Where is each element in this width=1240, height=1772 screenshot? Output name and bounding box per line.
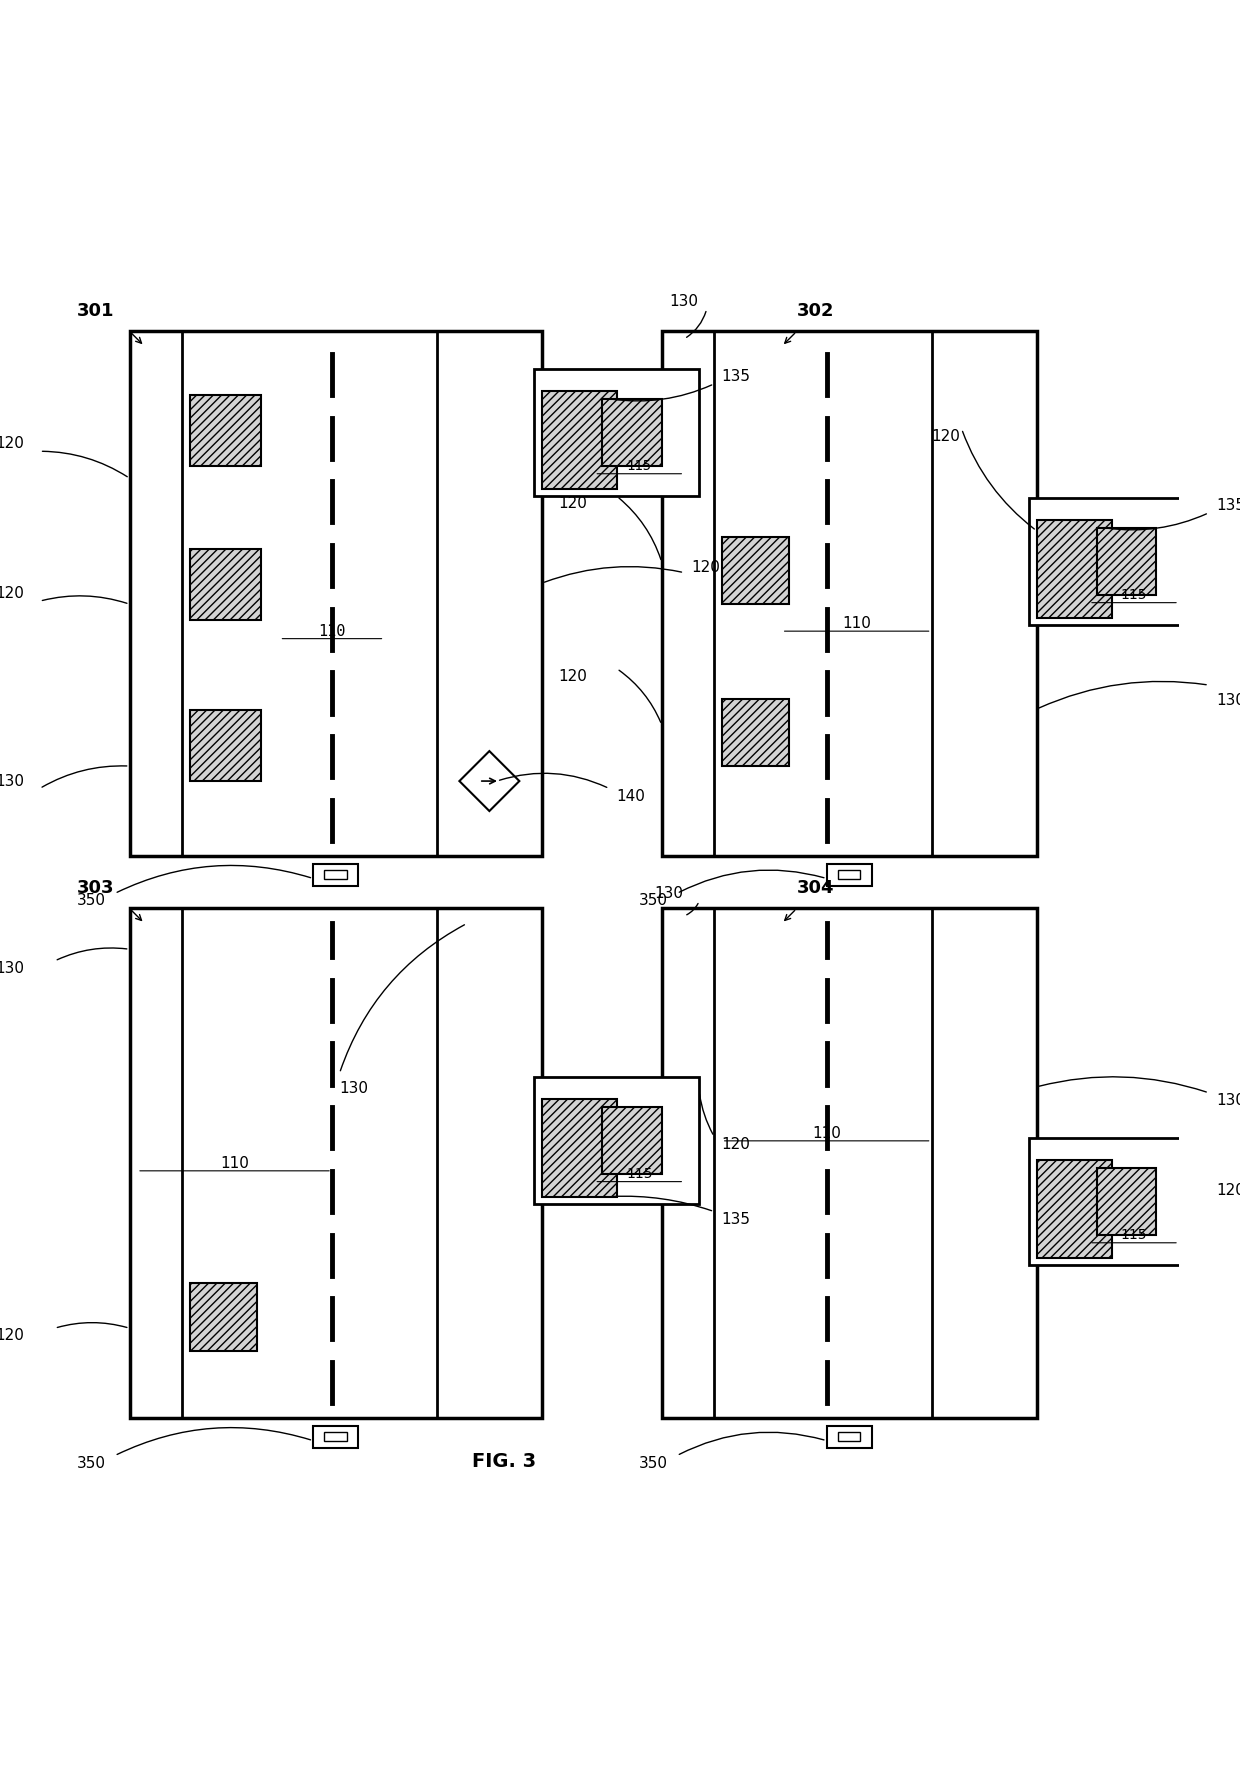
Bar [1029, 1138, 1194, 1265]
Bar [1029, 498, 1194, 626]
Text: 120: 120 [0, 587, 25, 601]
Bar [827, 1426, 872, 1448]
Text: 130: 130 [340, 1081, 368, 1095]
Bar [325, 1432, 347, 1441]
Bar [542, 392, 616, 489]
Bar [1096, 1168, 1157, 1235]
Text: 130: 130 [655, 886, 683, 900]
Text: 140: 140 [616, 789, 646, 803]
Text: 303: 303 [77, 879, 114, 897]
Text: 304: 304 [796, 879, 835, 897]
Bar [190, 549, 260, 620]
Bar [534, 1077, 699, 1205]
Bar [542, 1099, 616, 1196]
Bar [722, 698, 789, 766]
Text: 130: 130 [0, 960, 25, 976]
Bar [1096, 528, 1157, 595]
Text: 120: 120 [0, 1329, 25, 1343]
Bar [838, 1432, 861, 1441]
Bar [722, 537, 789, 604]
Bar [662, 331, 1037, 856]
Text: 115: 115 [626, 1168, 652, 1182]
Text: 350: 350 [77, 893, 107, 909]
Text: 135: 135 [722, 1212, 750, 1226]
Text: FIG. 3: FIG. 3 [472, 1451, 537, 1471]
Text: 110: 110 [812, 1125, 841, 1141]
Text: 135: 135 [1216, 498, 1240, 512]
Text: 110: 110 [842, 617, 870, 631]
Bar [130, 909, 542, 1418]
Text: 115: 115 [626, 459, 652, 473]
Text: 350: 350 [640, 1455, 668, 1471]
Text: 135: 135 [722, 369, 750, 385]
Polygon shape [459, 751, 520, 812]
Bar [190, 1283, 257, 1350]
Bar [190, 395, 260, 466]
Bar [1037, 1161, 1111, 1258]
Text: 120: 120 [558, 668, 587, 684]
Text: 130: 130 [0, 774, 25, 789]
Text: 302: 302 [796, 303, 835, 321]
Text: 350: 350 [640, 893, 668, 909]
Bar [534, 369, 699, 496]
Bar [325, 870, 347, 879]
Text: 110: 110 [219, 1155, 249, 1171]
Bar [601, 399, 662, 466]
Text: 120: 120 [692, 560, 720, 574]
Text: 120: 120 [558, 496, 587, 512]
Bar [838, 870, 861, 879]
Text: 120: 120 [931, 429, 961, 443]
Bar [190, 711, 260, 781]
Text: 350: 350 [77, 1455, 107, 1471]
Bar [314, 1426, 358, 1448]
Bar [1037, 521, 1111, 618]
Text: 110: 110 [319, 624, 346, 638]
Bar [827, 863, 872, 886]
Text: 115: 115 [1121, 588, 1147, 602]
Bar [130, 331, 542, 856]
Bar [314, 863, 358, 886]
Text: 120: 120 [1216, 1184, 1240, 1198]
Text: 115: 115 [1121, 1228, 1147, 1242]
Bar [601, 1108, 662, 1175]
Text: 301: 301 [77, 303, 114, 321]
Text: 130: 130 [1216, 1093, 1240, 1108]
Text: 120: 120 [722, 1136, 750, 1152]
Bar [662, 909, 1037, 1418]
Text: 130: 130 [1216, 693, 1240, 707]
Text: 130: 130 [670, 294, 698, 308]
Text: 120: 120 [0, 436, 25, 452]
